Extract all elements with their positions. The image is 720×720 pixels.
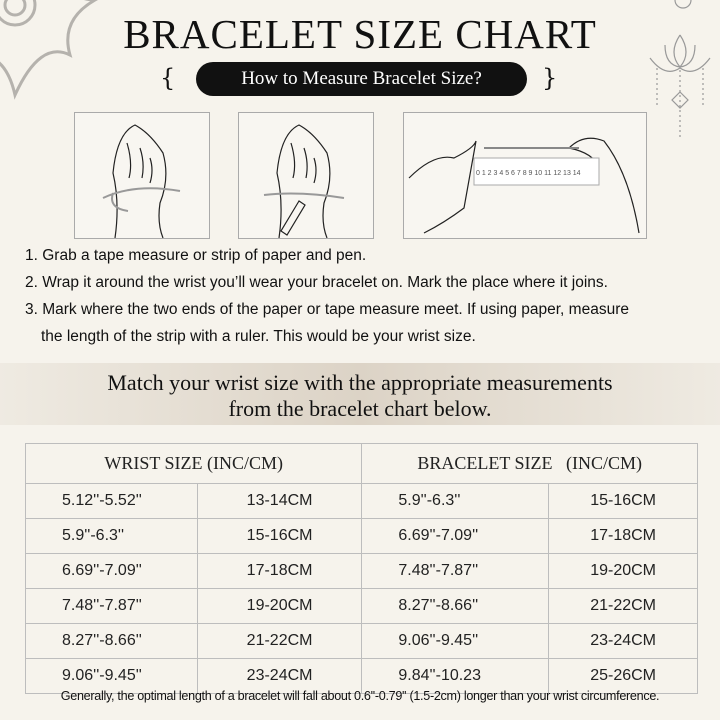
scroll-ornament-left-icon: { (160, 64, 176, 92)
wrist-cm-cell: 15-16CM (196, 518, 363, 554)
banner-line-1: Match your wrist size with the appropria… (107, 370, 613, 395)
wrist-cm-cell: 21-22CM (196, 623, 363, 659)
wrist-cm-cell: 17-18CM (196, 553, 363, 589)
illustration-wrap-wrist (74, 112, 210, 239)
page-title: BRACELET SIZE CHART (123, 11, 597, 57)
scroll-ornament-right-icon: } (542, 64, 558, 92)
match-banner: Match your wrist size with the appropria… (0, 363, 720, 425)
hand-mark-pen-icon (263, 124, 345, 239)
hand-wrap-string-icon (102, 124, 181, 239)
bracelet-cm-cell: 21-22CM (548, 588, 698, 624)
wrist-cm-cell: 23-24CM (196, 658, 363, 694)
illustration-mark-wrist (238, 112, 374, 239)
table-row: 7.48''-7.87'' 19-20CM 8.27''-8.66'' 21-22CM (25, 588, 698, 624)
instruction-steps: 1. Grab a tape measure or strip of paper… (25, 242, 629, 350)
wrist-inch-cell: 5.12''-5.52'' (25, 483, 198, 519)
bracelet-inch-cell: 5.9''-6.3'' (361, 483, 550, 519)
bracelet-inch-cell: 7.48''-7.87'' (361, 553, 550, 589)
step-2: 2. Wrap it around the wrist you’ll wear … (25, 274, 608, 291)
bracelet-cm-cell: 17-18CM (548, 518, 698, 554)
bracelet-inch-cell: 9.84''-10.23 (361, 658, 550, 694)
footnote: Generally, the optimal length of a brace… (60, 689, 660, 703)
banner-line-2: from the bracelet chart below. (228, 396, 492, 421)
table-row: 5.12''-5.52'' 13-14CM 5.9''-6.3'' 15-16CM (25, 483, 698, 519)
hanging-lotus-ornament-icon (649, 0, 711, 140)
bracelet-cm-cell: 25-26CM (548, 658, 698, 694)
illustration-ruler-measure: 0 1 2 3 4 5 6 7 8 9 10 11 12 13 14 (403, 112, 647, 239)
wrist-inch-cell: 6.69''-7.09'' (25, 553, 198, 589)
table-row: 8.27''-8.66'' 21-22CM 9.06''-9.45'' 23-24CM (25, 623, 698, 659)
table-row: 5.9''-6.3'' 15-16CM 6.69''-7.09'' 17-18CM (25, 518, 698, 554)
bracelet-cm-cell: 19-20CM (548, 553, 698, 589)
bracelet-inch-cell: 9.06''-9.45'' (361, 623, 550, 659)
step-3-continued: the length of the strip with a ruler. Th… (41, 328, 476, 345)
bracelet-cm-cell: 15-16CM (548, 483, 698, 519)
table-row: 9.06''-9.45'' 23-24CM 9.84''-10.23 25-26CM (25, 658, 698, 694)
wrist-inch-cell: 5.9''-6.3'' (25, 518, 198, 554)
subtitle-pill: How to Measure Bracelet Size? (196, 62, 527, 96)
wrist-inch-cell: 7.48''-7.87'' (25, 588, 198, 624)
table-header-row: WRIST SIZE (INC/CM) BRACELET SIZE (INC/C… (24, 443, 698, 484)
wrist-cm-cell: 19-20CM (196, 588, 363, 624)
header-bracelet-size: BRACELET SIZE (INC/CM) (361, 443, 698, 484)
bracelet-inch-cell: 6.69''-7.09'' (361, 518, 550, 554)
wrist-cm-cell: 13-14CM (196, 483, 363, 519)
bracelet-inch-cell: 8.27''-8.66'' (361, 588, 550, 624)
wrist-inch-cell: 8.27''-8.66'' (25, 623, 198, 659)
ruler-numbers: 0 1 2 3 4 5 6 7 8 9 10 11 12 13 14 (476, 170, 581, 177)
table-row: 6.69''-7.09'' 17-18CM 7.48''-7.87'' 19-20CM (25, 553, 698, 589)
lotus-decoration-icon (0, 0, 99, 100)
hands-ruler-icon: 0 1 2 3 4 5 6 7 8 9 10 11 12 13 14 (408, 137, 640, 234)
step-3: 3. Mark where the two ends of the paper … (25, 301, 629, 318)
bracelet-cm-cell: 23-24CM (548, 623, 698, 659)
header-wrist-size: WRIST SIZE (INC/CM) (24, 443, 363, 484)
size-table: WRIST SIZE (INC/CM) BRACELET SIZE (INC/C… (24, 443, 698, 694)
wrist-inch-cell: 9.06''-9.45'' (25, 658, 198, 694)
step-1: 1. Grab a tape measure or strip of paper… (25, 247, 367, 264)
